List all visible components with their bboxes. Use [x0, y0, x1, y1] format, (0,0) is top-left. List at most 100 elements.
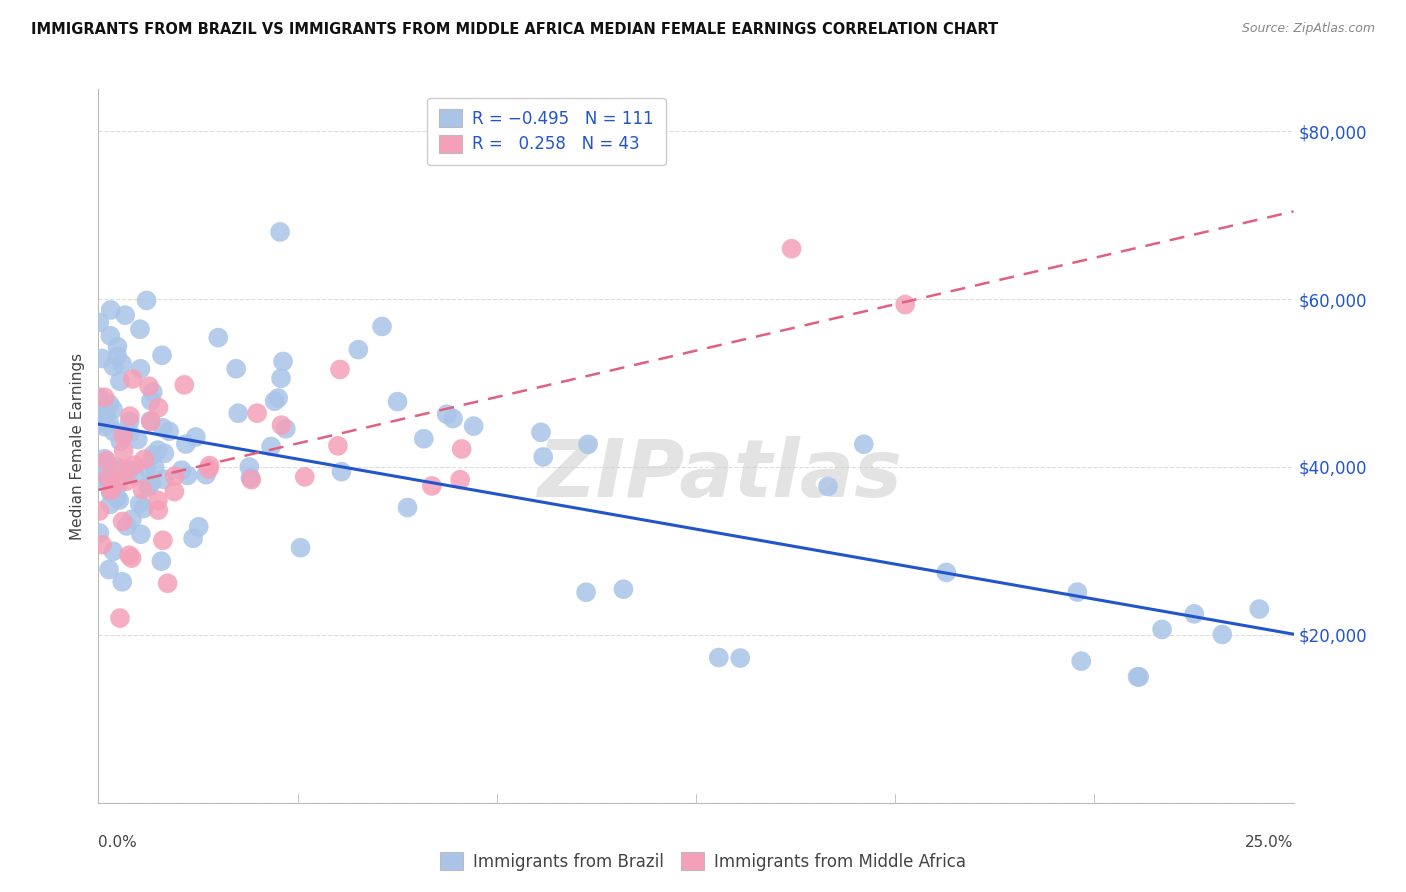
Point: [163, 469, 186, 483]
Point: [135, 460, 157, 475]
Point: [267, 391, 290, 405]
Point: [139, 414, 162, 428]
Point: [156, 576, 179, 591]
Point: [852, 437, 875, 451]
Point: [294, 470, 316, 484]
Point: [153, 472, 176, 486]
Point: [150, 348, 173, 362]
Point: [139, 415, 162, 429]
Point: [575, 585, 598, 599]
Point: [184, 430, 207, 444]
Point: [89, 315, 111, 329]
Point: [134, 452, 156, 467]
Point: [129, 361, 152, 376]
Point: [98, 562, 121, 576]
Point: [101, 402, 124, 417]
Point: [103, 359, 125, 374]
Point: [728, 651, 751, 665]
Point: [238, 460, 260, 475]
Point: [146, 443, 169, 458]
Point: [271, 354, 294, 368]
Point: [100, 485, 122, 500]
Text: 0.0%: 0.0%: [98, 835, 138, 850]
Point: [152, 421, 174, 435]
Text: ZIPatlas: ZIPatlas: [537, 435, 903, 514]
Point: [274, 422, 297, 436]
Point: [101, 479, 124, 493]
Point: [1128, 670, 1150, 684]
Point: [240, 473, 263, 487]
Point: [103, 425, 125, 439]
Point: [226, 406, 249, 420]
Point: [104, 459, 127, 474]
Point: [111, 357, 134, 371]
Point: [94, 409, 117, 423]
Point: [98, 328, 121, 343]
Point: [93, 419, 115, 434]
Point: [118, 548, 141, 562]
Point: [129, 527, 152, 541]
Point: [441, 411, 464, 425]
Point: [176, 468, 198, 483]
Point: [195, 467, 218, 482]
Point: [115, 519, 138, 533]
Point: [128, 497, 150, 511]
Point: [111, 425, 134, 440]
Point: [142, 385, 165, 400]
Point: [326, 439, 349, 453]
Legend: R = −0.495   N = 111, R =   0.258   N = 43: R = −0.495 N = 111, R = 0.258 N = 43: [427, 97, 665, 165]
Point: [170, 463, 193, 477]
Point: [187, 520, 209, 534]
Point: [98, 397, 121, 411]
Point: [412, 432, 434, 446]
Point: [107, 340, 129, 354]
Point: [87, 390, 110, 404]
Point: [780, 242, 803, 256]
Point: [1066, 585, 1088, 599]
Point: [935, 566, 957, 580]
Point: [1126, 670, 1149, 684]
Point: [225, 361, 247, 376]
Point: [707, 650, 730, 665]
Point: [260, 440, 283, 454]
Point: [136, 480, 159, 494]
Point: [174, 437, 197, 451]
Point: [531, 450, 554, 464]
Point: [148, 401, 170, 415]
Point: [463, 419, 485, 434]
Point: [141, 476, 163, 491]
Point: [91, 351, 114, 366]
Point: [111, 461, 134, 475]
Point: [198, 462, 221, 476]
Point: [181, 532, 204, 546]
Point: [132, 501, 155, 516]
Point: [1152, 623, 1174, 637]
Point: [1182, 607, 1205, 621]
Point: [124, 468, 146, 483]
Y-axis label: Median Female Earnings: Median Female Earnings: [69, 352, 84, 540]
Point: [263, 394, 285, 409]
Point: [612, 582, 634, 597]
Point: [111, 515, 134, 529]
Point: [1070, 654, 1092, 668]
Point: [91, 470, 114, 484]
Point: [270, 371, 292, 385]
Point: [207, 330, 229, 344]
Point: [103, 544, 125, 558]
Point: [387, 394, 409, 409]
Point: [121, 551, 143, 566]
Point: [100, 483, 122, 498]
Text: 25.0%: 25.0%: [1246, 835, 1294, 850]
Point: [153, 446, 176, 460]
Point: [118, 426, 141, 441]
Point: [112, 444, 135, 458]
Point: [105, 491, 128, 505]
Point: [135, 293, 157, 308]
Point: [118, 414, 141, 428]
Point: [107, 478, 129, 492]
Point: [93, 390, 115, 404]
Point: [143, 460, 166, 475]
Point: [576, 437, 599, 451]
Legend: Immigrants from Brazil, Immigrants from Middle Africa: Immigrants from Brazil, Immigrants from …: [432, 844, 974, 880]
Point: [163, 484, 186, 499]
